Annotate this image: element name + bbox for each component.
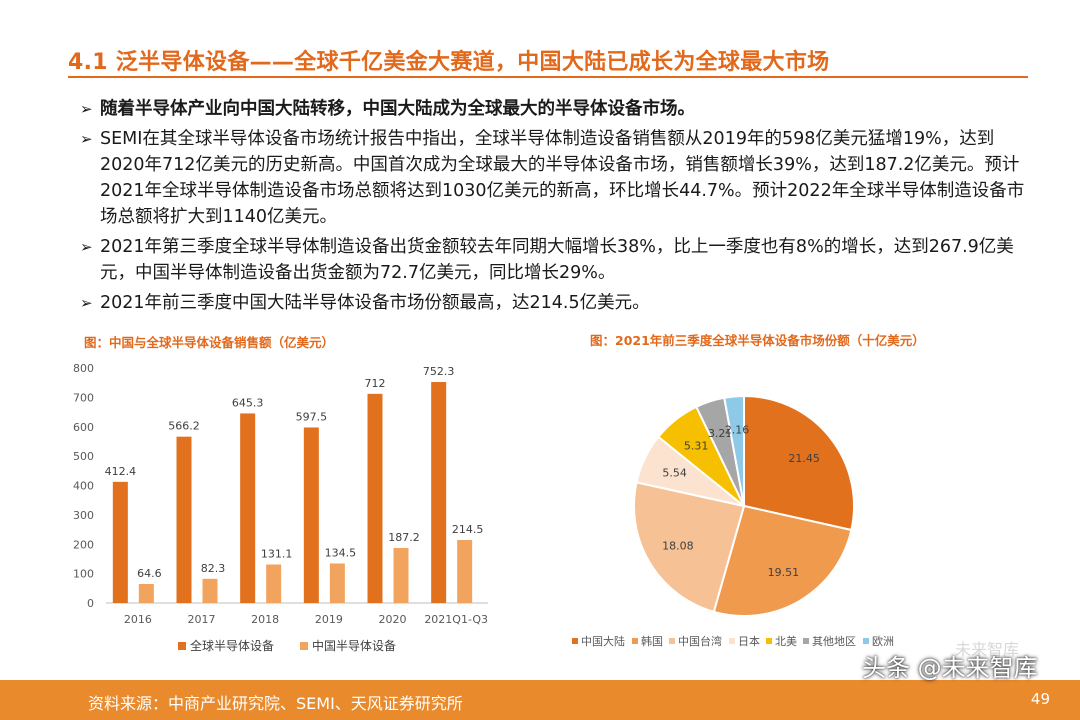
watermark-faint: 未来智库 (955, 640, 1020, 659)
legend-swatch (863, 638, 869, 644)
legend-swatch (300, 642, 308, 650)
y-tick-label: 700 (73, 391, 94, 404)
legend-label: 日本 (738, 634, 760, 648)
data-label: 597.5 (296, 410, 328, 423)
y-tick-label: 600 (73, 421, 94, 434)
bullet-arrow-icon: ➢ (80, 238, 93, 256)
bullet-item: ➢ 2021年第三季度全球半导体制造设备出货金额较去年同期大幅增长38%，比上一… (80, 234, 1025, 286)
pie-slice (712, 504, 853, 617)
pie-label: 19.51 (768, 566, 800, 579)
legend-swatch (178, 642, 186, 650)
bullet-item: ➢ SEMI在其全球半导体设备市场统计报告中指出，全球半导体制造设备销售额从20… (80, 126, 1025, 230)
bar (457, 539, 473, 603)
y-tick-label: 200 (73, 538, 94, 551)
page-title: 4.1 泛半导体设备——全球千亿美金大赛道，中国大陆已成长为全球最大市场 (68, 50, 830, 75)
y-tick-label: 0 (87, 597, 94, 610)
pie-slice (723, 394, 745, 507)
bar (329, 563, 345, 603)
legend-label: 全球半导体设备 (190, 638, 274, 653)
legend-label: 中国半导体设备 (312, 638, 396, 653)
data-label: 131.1 (261, 547, 293, 560)
x-tick-label: 2017 (188, 613, 216, 626)
x-tick-label: 2018 (251, 613, 279, 626)
pie-label: 5.31 (684, 440, 709, 453)
bar (367, 393, 383, 603)
source-note: 资料来源：中商产业研究院、SEMI、天风证券研究所 (88, 694, 463, 713)
data-label: 712 (365, 377, 386, 390)
pie-label: 5.54 (662, 467, 687, 480)
data-label: 82.3 (201, 562, 226, 575)
bar (240, 413, 256, 603)
bullet-item: ➢ 2021年前三季度中国大陆半导体设备市场份额最高，达214.5亿美元。 (80, 290, 1025, 316)
data-label: 752.3 (423, 365, 455, 378)
bullet-text: 2021年第三季度全球半导体制造设备出货金额较去年同期大幅增长38%，比上一季度… (100, 237, 1014, 283)
pie-chart-title: 图：2021年前三季度全球半导体设备市场份额（十亿美元） (590, 333, 925, 348)
bar (303, 427, 319, 603)
footer-bar: 资料来源：中商产业研究院、SEMI、天风证券研究所 49 (0, 680, 1080, 720)
x-tick-label: 2020 (379, 613, 407, 626)
legend-swatch (729, 638, 735, 644)
pie-chart: 21.45 19.51 18.08 5.54 5.313.212.16 中国大陆 韩国 中国台… (572, 394, 894, 648)
pie-label: 18.08 (662, 539, 694, 552)
bullet-list: ➢ 随着半导体产业向中国大陆转移，中国大陆成为全球最大的半导体设备市场。 ➢ S… (80, 96, 1025, 320)
bullet-item: ➢ 随着半导体产业向中国大陆转移，中国大陆成为全球最大的半导体设备市场。 (80, 96, 1025, 122)
bullet-text: SEMI在其全球半导体设备市场统计报告中指出，全球半导体制造设备销售额从2019… (100, 129, 1025, 227)
y-tick-label: 800 (73, 362, 94, 375)
legend-label: 韩国 (641, 634, 663, 648)
legend-label: 其他地区 (812, 635, 856, 648)
data-label: 412.4 (105, 465, 137, 478)
x-tick-label: 2019 (315, 613, 343, 626)
bar (393, 548, 409, 603)
data-label: 134.5 (325, 546, 357, 559)
legend-label: 中国台湾 (678, 634, 722, 648)
bar-chart-title: 图：中国与全球半导体设备销售额（亿美元） (84, 335, 335, 350)
bullet-text: 随着半导体产业向中国大陆转移，中国大陆成为全球最大的半导体设备市场。 (100, 99, 695, 119)
bar (431, 382, 447, 603)
pie-label: 2.16 (725, 423, 750, 436)
legend-swatch (669, 638, 675, 644)
title-divider (68, 76, 1028, 78)
pie-slice (743, 394, 855, 532)
bullet-arrow-icon: ➢ (80, 294, 93, 312)
bar (138, 584, 154, 603)
legend-swatch (766, 638, 772, 644)
y-tick-label: 500 (73, 450, 94, 463)
data-label: 566.2 (168, 420, 200, 433)
watermark-text: 头条 @未来智库 (862, 654, 1038, 682)
pie-label: 3.21 (708, 427, 733, 440)
data-label: 64.6 (137, 567, 162, 580)
data-label: 214.5 (452, 523, 484, 536)
legend-swatch (572, 638, 578, 644)
y-tick-label: 100 (73, 568, 94, 581)
bullet-text: 2021年前三季度中国大陆半导体设备市场份额最高，达214.5亿美元。 (100, 293, 650, 313)
legend-swatch (632, 638, 638, 644)
pie-slice (633, 481, 746, 614)
bar (176, 436, 192, 603)
data-label: 645.3 (232, 396, 264, 409)
bar-chart: 0 100 200 300 400 500 600 700 800 2016 412.4 64.6 20… (73, 362, 488, 653)
legend-label: 北美 (775, 635, 797, 648)
data-label: 187.2 (388, 531, 420, 544)
bar (112, 481, 128, 603)
x-tick-label: 2016 (124, 613, 152, 626)
legend-label: 欧洲 (872, 635, 894, 648)
x-tick-label: 2021Q1-Q3 (424, 613, 488, 626)
pie-label: 21.45 (788, 452, 820, 465)
y-tick-label: 400 (73, 480, 94, 493)
legend-swatch (803, 638, 809, 644)
bullet-arrow-icon: ➢ (80, 130, 93, 148)
y-tick-label: 300 (73, 509, 94, 522)
legend-label: 中国大陆 (581, 634, 625, 648)
bar (202, 578, 218, 603)
bar (266, 564, 282, 603)
bullet-arrow-icon: ➢ (80, 100, 93, 118)
page-number: 49 (1030, 690, 1050, 708)
